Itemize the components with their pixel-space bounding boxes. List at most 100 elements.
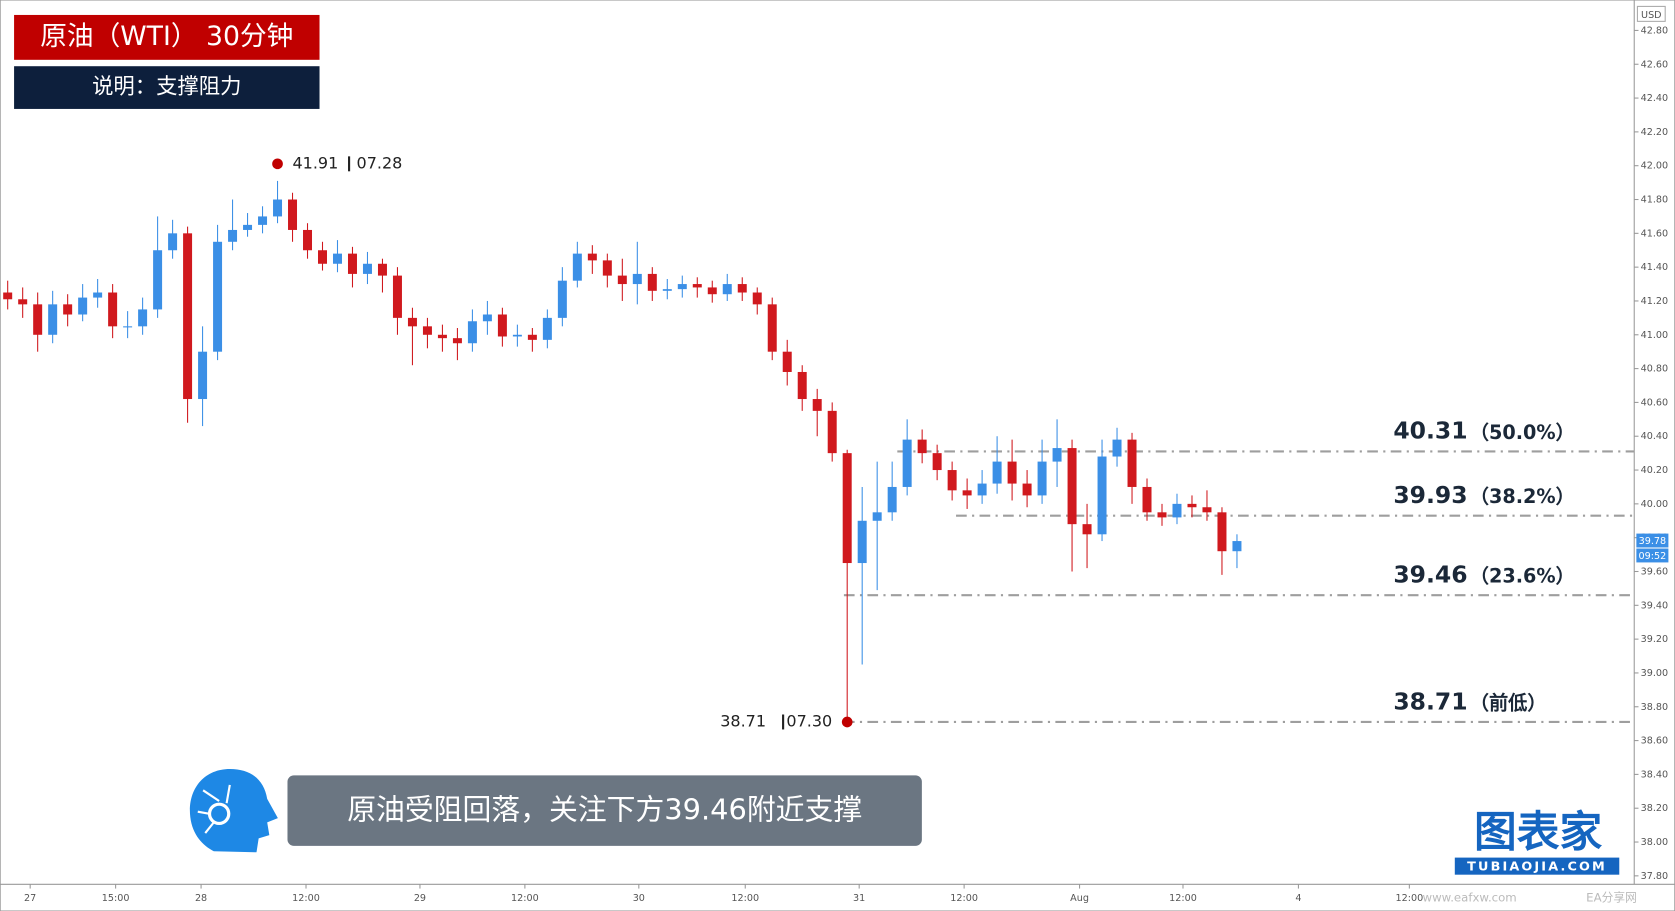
candle-body <box>467 321 477 344</box>
candle-body <box>93 292 103 298</box>
candle-body <box>1127 439 1137 487</box>
candle-body <box>872 512 882 521</box>
countdown-box <box>1636 548 1669 563</box>
y-tick-label: 38.60 <box>1641 736 1669 747</box>
candle-body <box>1157 512 1167 518</box>
high-date: 07.28 <box>357 153 403 172</box>
high-marker <box>272 158 283 170</box>
candle-body <box>797 371 807 400</box>
candle-body <box>153 250 163 310</box>
candle-body <box>318 250 327 264</box>
candle-body <box>977 483 987 496</box>
x-tick-label: 4 <box>1295 893 1301 904</box>
y-tick-label: 42.80 <box>1641 25 1669 36</box>
candle-body <box>812 399 822 411</box>
candle-body <box>662 289 672 291</box>
candle-body <box>332 253 342 264</box>
candle-body <box>752 292 762 305</box>
low-date: 07.30 <box>786 711 832 730</box>
y-tick-label: 40.60 <box>1641 397 1669 408</box>
logo-bar <box>1454 857 1620 875</box>
candle-body <box>78 297 88 315</box>
x-tick-label: 12:00 <box>1169 893 1197 904</box>
low-value: 38.71 <box>720 711 766 730</box>
candle-body <box>527 334 537 340</box>
level-note: （23.6%） <box>1470 565 1575 588</box>
candle-body <box>647 273 657 291</box>
candle-body <box>992 461 1002 484</box>
x-tick-label: Aug <box>1070 893 1089 904</box>
candle-body <box>557 280 567 318</box>
candle-body <box>18 299 28 305</box>
candle-body <box>962 490 972 496</box>
y-tick-label: 41.40 <box>1641 262 1669 273</box>
candle-body <box>857 520 867 564</box>
x-tick-label: 30 <box>633 893 645 904</box>
candle-body <box>1232 541 1242 552</box>
x-tick-label: 28 <box>195 893 207 904</box>
candle-body <box>602 260 612 276</box>
y-tick-label: 41.00 <box>1641 330 1669 341</box>
candle-body <box>767 304 777 352</box>
candle-body <box>48 304 58 335</box>
subtitle-box <box>14 66 320 109</box>
y-tick-label: 42.20 <box>1641 127 1669 138</box>
level-note: （50.0%） <box>1470 421 1575 444</box>
candle-body <box>108 292 118 327</box>
y-tick-label: 41.60 <box>1641 228 1669 239</box>
level-value: 39.93 <box>1393 481 1467 509</box>
candle-body <box>707 287 717 295</box>
y-tick-label: 39.60 <box>1641 566 1669 577</box>
candle-body <box>542 317 552 340</box>
candle-body <box>198 351 208 400</box>
candle-body <box>482 314 492 322</box>
candle-body <box>737 284 747 293</box>
candle-body <box>288 199 298 230</box>
candle-body <box>677 284 687 290</box>
last-price-box <box>1636 533 1669 548</box>
y-tick-label: 39.00 <box>1641 668 1669 679</box>
low-marker <box>841 716 853 728</box>
candle-body <box>947 470 957 491</box>
candle-body <box>33 304 43 335</box>
candle-body <box>437 334 447 339</box>
candle-body <box>932 453 942 471</box>
analyst-icon <box>189 768 278 853</box>
candle-body <box>1187 503 1197 508</box>
candle-body <box>377 263 387 276</box>
candle-body <box>917 439 927 454</box>
subtitle: 说明：支撑阻力 <box>92 75 241 100</box>
candle-body <box>827 410 837 454</box>
candle-body <box>123 326 133 328</box>
candle-body <box>782 351 792 372</box>
candle-body <box>722 284 732 295</box>
watermark-site: www.eafxw.com <box>1422 891 1516 905</box>
x-tick-label: 12:00 <box>950 893 978 904</box>
candle-body <box>138 309 148 327</box>
countdown: 09:52 <box>1639 551 1667 562</box>
level-value: 39.46 <box>1393 560 1467 588</box>
y-tick-label: 38.80 <box>1641 702 1669 713</box>
y-tick-label: 39.40 <box>1641 600 1669 611</box>
title: 原油（WTI） 30分钟 <box>40 21 293 52</box>
candle-body <box>407 317 417 327</box>
annotation: 原油受阻回落，关注下方39.46附近支撑 <box>347 793 862 827</box>
y-tick-label: 42.00 <box>1641 161 1669 172</box>
candle-body <box>512 334 522 337</box>
level-value: 40.31 <box>1393 417 1467 445</box>
x-tick-label: 27 <box>24 893 36 904</box>
plot-area: 37.80 38.00 38.20 38.40 38.60 38.80 39.00 39.20… <box>3 25 1669 904</box>
candle-body <box>1082 524 1092 535</box>
candle-body <box>362 263 372 274</box>
candle-body <box>63 304 73 315</box>
annotation-box <box>287 775 922 846</box>
candle-body <box>887 486 897 513</box>
level-note: （前低） <box>1470 691 1547 714</box>
candle-body <box>3 292 13 300</box>
candle-body <box>1007 461 1017 484</box>
last-price: 39.78 <box>1639 536 1667 547</box>
candle-body <box>168 233 178 251</box>
candle-body <box>347 253 357 274</box>
candle-body <box>1172 503 1182 518</box>
candle-body <box>213 241 223 352</box>
